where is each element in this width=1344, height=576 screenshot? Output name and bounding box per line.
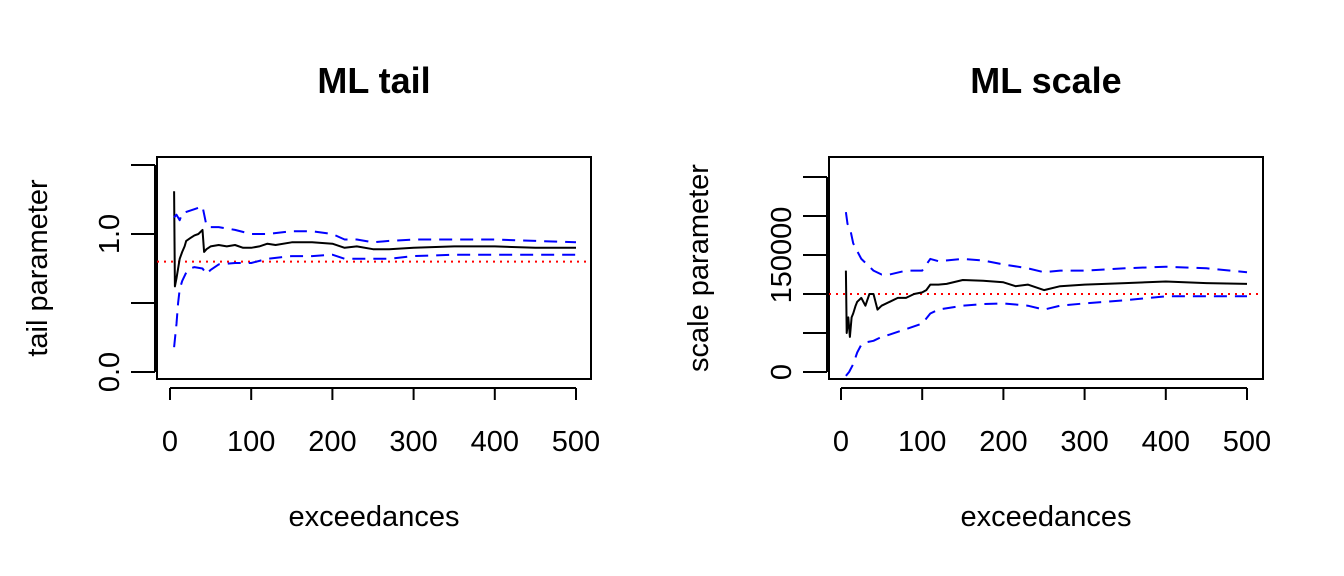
- x-tick-label: 0: [162, 426, 178, 458]
- y-tick-label: 0: [766, 364, 798, 380]
- series-line-lower: [845, 295, 1247, 377]
- y-axis: 0.0 1.0: [94, 164, 156, 392]
- x-tick-label: 300: [1060, 426, 1108, 458]
- x-axis: 0 100 200 300 400 500: [833, 387, 1271, 458]
- series-line-upper: [173, 205, 577, 244]
- x-tick-label: 400: [471, 426, 519, 458]
- plot-frame: [828, 156, 1264, 380]
- y-axis: 0 150000: [766, 176, 828, 380]
- series-line-lower: [173, 253, 576, 348]
- panel-ml-tail: ML tail 0 100 200 300 400 500 0.0 1.0 exceedan…: [22, 60, 600, 533]
- series-group: [173, 191, 577, 348]
- x-tick-label: 100: [898, 426, 946, 458]
- chart-title: ML scale: [970, 60, 1121, 101]
- x-tick-label: 0: [833, 426, 849, 458]
- x-axis-label: exceedances: [961, 501, 1132, 533]
- y-axis-label: tail parameter: [22, 179, 54, 357]
- series-line-upper: [844, 211, 1248, 276]
- panel-ml-scale: ML scale 0 100 200 300 400 500 0 150000 exceed…: [683, 60, 1271, 533]
- x-axis: 0 100 200 300 400 500: [162, 387, 600, 458]
- series-group: [844, 211, 1248, 377]
- x-tick-label: 100: [227, 426, 275, 458]
- y-axis-label: scale parameter: [683, 164, 715, 372]
- x-axis-label: exceedances: [289, 501, 460, 533]
- x-tick-label: 200: [308, 426, 356, 458]
- series-line-estimate: [173, 191, 576, 288]
- series-line-estimate: [844, 270, 1248, 338]
- x-tick-label: 200: [979, 426, 1027, 458]
- x-tick-label: 300: [389, 426, 437, 458]
- plot-frame: [156, 156, 592, 380]
- y-tick-label: 0.0: [94, 352, 126, 392]
- x-tick-label: 500: [1223, 426, 1271, 458]
- x-tick-label: 400: [1142, 426, 1190, 458]
- x-tick-label: 500: [552, 426, 600, 458]
- chart-title: ML tail: [317, 60, 430, 101]
- y-tick-label: 1.0: [94, 214, 126, 254]
- y-tick-label: 150000: [766, 207, 798, 304]
